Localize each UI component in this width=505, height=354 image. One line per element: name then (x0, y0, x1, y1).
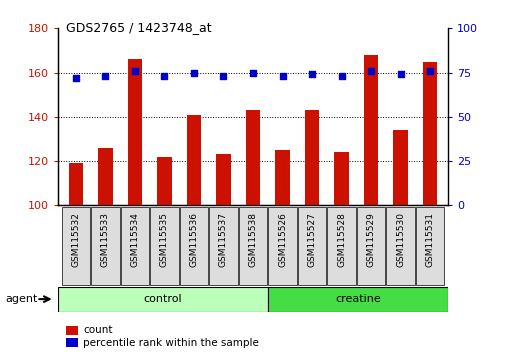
Text: control: control (143, 294, 182, 304)
Bar (58, 287, 268, 312)
Bar (245, 110, 260, 205)
Bar (304, 110, 319, 205)
Bar (98, 148, 113, 205)
Bar (333, 152, 348, 205)
Point (278, 73, 286, 79)
Text: GSM115531: GSM115531 (425, 212, 434, 267)
Text: GSM115533: GSM115533 (100, 212, 110, 267)
Text: GDS2765 / 1423748_at: GDS2765 / 1423748_at (66, 21, 211, 34)
Bar (157, 156, 172, 205)
Point (72, 75, 80, 81)
Text: GSM115535: GSM115535 (160, 212, 169, 267)
Point (160, 73, 168, 79)
Bar (186, 115, 201, 205)
Text: GSM115537: GSM115537 (219, 212, 228, 267)
Text: percentile rank within the sample: percentile rank within the sample (83, 338, 259, 348)
Point (131, 68, 139, 74)
FancyBboxPatch shape (268, 207, 296, 285)
Point (366, 68, 374, 74)
Bar (275, 150, 289, 205)
FancyBboxPatch shape (209, 207, 237, 285)
FancyBboxPatch shape (150, 207, 178, 285)
Text: GSM115532: GSM115532 (71, 212, 80, 267)
Text: GSM115530: GSM115530 (395, 212, 405, 267)
FancyBboxPatch shape (91, 207, 119, 285)
Bar (422, 62, 437, 205)
Point (425, 68, 433, 74)
Point (189, 70, 197, 75)
Bar (216, 154, 230, 205)
Bar (392, 130, 407, 205)
FancyBboxPatch shape (356, 207, 384, 285)
Text: GSM115538: GSM115538 (248, 212, 257, 267)
Bar (68, 163, 83, 205)
FancyBboxPatch shape (179, 207, 208, 285)
Text: GSM115529: GSM115529 (366, 212, 375, 267)
FancyBboxPatch shape (327, 207, 355, 285)
Point (219, 73, 227, 79)
Text: agent: agent (5, 294, 37, 304)
Point (101, 73, 109, 79)
Text: GSM115528: GSM115528 (336, 212, 345, 267)
Text: GSM115526: GSM115526 (277, 212, 286, 267)
FancyBboxPatch shape (297, 207, 326, 285)
Point (308, 72, 316, 77)
Point (396, 72, 404, 77)
Point (337, 73, 345, 79)
Text: GSM115536: GSM115536 (189, 212, 198, 267)
Text: GSM115527: GSM115527 (307, 212, 316, 267)
Point (248, 70, 257, 75)
FancyBboxPatch shape (238, 207, 267, 285)
FancyBboxPatch shape (62, 207, 90, 285)
Bar (363, 55, 378, 205)
Text: GSM115534: GSM115534 (130, 212, 139, 267)
FancyBboxPatch shape (386, 207, 414, 285)
Bar (268, 287, 447, 312)
FancyBboxPatch shape (415, 207, 443, 285)
Text: count: count (83, 325, 113, 335)
FancyBboxPatch shape (121, 207, 149, 285)
Text: creatine: creatine (334, 294, 380, 304)
Bar (127, 59, 142, 205)
